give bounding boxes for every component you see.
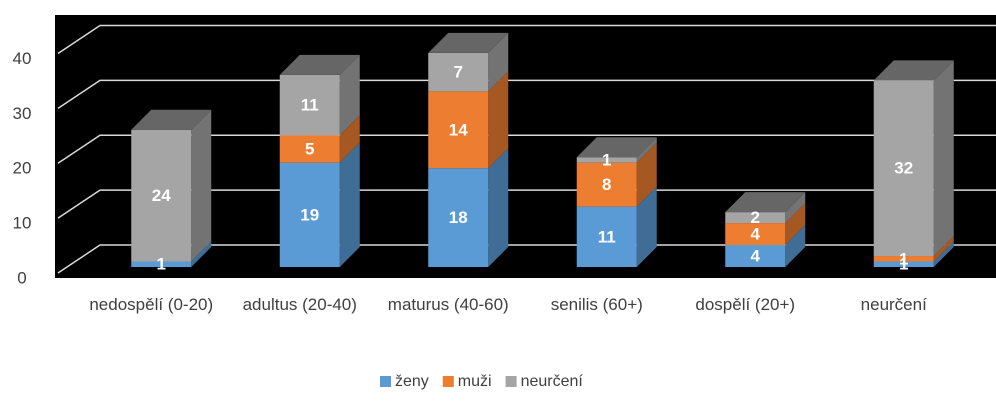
- bar-top: [873, 60, 954, 81]
- bar-side: [785, 203, 806, 246]
- data-label: 11: [598, 227, 616, 246]
- bar: [131, 129, 192, 262]
- bar: [873, 256, 934, 262]
- bar-top: [576, 137, 657, 158]
- legend-label: muži: [458, 373, 492, 390]
- bar: [725, 245, 786, 267]
- y-tick-label: 40: [13, 49, 32, 68]
- y-tick-label: 0: [17, 268, 26, 287]
- data-label: 11: [301, 96, 319, 115]
- grid-line: [57, 134, 996, 164]
- data-label: 5: [305, 139, 314, 158]
- bar: [725, 223, 786, 246]
- data-label: 7: [454, 63, 463, 82]
- plot-area: [55, 15, 996, 278]
- bar-side: [339, 115, 360, 163]
- bar: [131, 261, 192, 267]
- bar: [428, 168, 489, 267]
- data-label: 1: [157, 255, 166, 274]
- bar-side: [488, 148, 509, 267]
- bar-side: [339, 142, 360, 267]
- grid-line: [57, 244, 996, 274]
- bar-side: [488, 71, 509, 169]
- bar: [576, 206, 637, 267]
- data-label: 24: [152, 186, 171, 205]
- bar-side: [636, 186, 657, 267]
- x-tick-label: senilis (60+): [550, 295, 643, 314]
- data-label: 1: [899, 249, 908, 268]
- bar-side: [933, 60, 954, 257]
- bar: [873, 80, 934, 257]
- legend-swatch: [505, 376, 517, 387]
- bar: [873, 261, 934, 267]
- bar-side: [785, 225, 806, 267]
- bar-side: [339, 54, 360, 136]
- x-tick-label: maturus (40-60): [387, 295, 509, 314]
- data-label: 8: [602, 175, 611, 194]
- data-label: 14: [449, 120, 468, 139]
- data-label: 32: [894, 159, 913, 178]
- x-tick-label: neurčení: [860, 295, 927, 314]
- x-tick-label: nedospělí (0-20): [89, 295, 214, 314]
- y-tick-label: 30: [13, 104, 32, 123]
- bar-top: [428, 32, 509, 53]
- y-tick-label: 10: [13, 214, 32, 233]
- bar-top: [725, 192, 806, 213]
- bar: [428, 91, 489, 169]
- bar: [279, 162, 340, 267]
- bar-side: [636, 137, 657, 163]
- data-label: 1: [899, 255, 908, 274]
- bar: [576, 162, 637, 207]
- grid-line: [57, 79, 996, 109]
- bar: [725, 212, 786, 224]
- bar: [576, 157, 637, 163]
- grid-line: [57, 24, 996, 55]
- x-tick-label: adultus (20-40): [242, 295, 357, 314]
- bar: [279, 135, 340, 163]
- data-label: 2: [751, 208, 760, 227]
- grid-line: [57, 189, 996, 219]
- bar: [279, 74, 340, 136]
- bar-top: [131, 109, 212, 130]
- bar-top: [279, 54, 360, 75]
- x-tick-label: dospělí (20+): [695, 295, 796, 314]
- data-label: 19: [300, 205, 319, 224]
- data-label: 4: [751, 247, 761, 266]
- data-label: 18: [449, 208, 468, 227]
- bar-side: [636, 142, 657, 207]
- bar-side: [933, 236, 954, 262]
- legend-swatch: [380, 376, 391, 387]
- data-label: 4: [751, 225, 761, 244]
- bar: [428, 52, 489, 92]
- legend-label: ženy: [395, 373, 429, 390]
- legend-swatch: [442, 376, 454, 387]
- bar-side: [933, 241, 954, 267]
- bar-side: [488, 32, 509, 92]
- legend-label: neurčení: [521, 373, 584, 390]
- y-tick-label: 20: [13, 159, 32, 178]
- bar-side: [785, 192, 806, 224]
- data-label: 1: [602, 150, 611, 169]
- bar-side: [191, 241, 212, 267]
- bar-side: [191, 109, 212, 262]
